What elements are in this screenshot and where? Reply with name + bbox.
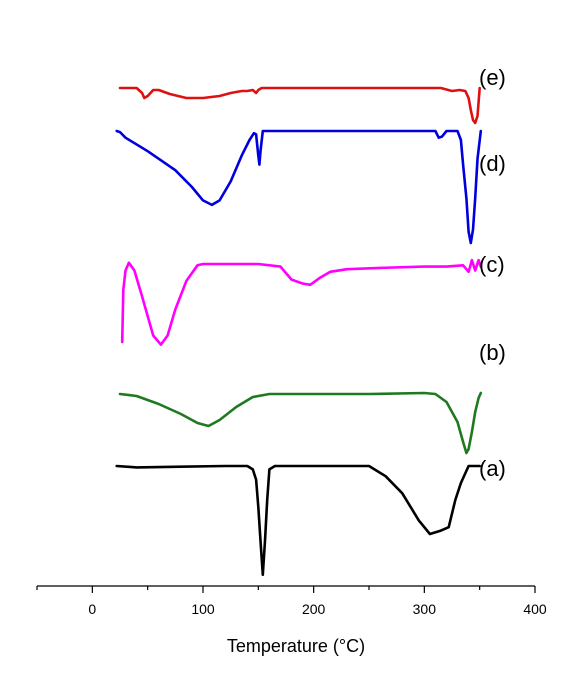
curve-b — [118, 391, 483, 455]
x-tick-label: 0 — [88, 601, 96, 617]
x-tick-label: 300 — [413, 601, 437, 617]
curve-label: (e) — [479, 65, 506, 90]
x-tick-label: 100 — [191, 601, 215, 617]
x-axis: 0 100 200 300 400 — [36, 585, 547, 617]
curve-d — [115, 129, 483, 245]
curve-label: (b) — [479, 340, 506, 365]
curve-label: (a) — [479, 456, 506, 481]
curve-e — [118, 86, 481, 125]
curve-label: (c) — [479, 252, 505, 277]
curves — [115, 86, 483, 577]
curve-c — [120, 258, 483, 346]
x-axis-ticks: 0 100 200 300 400 — [36, 586, 547, 617]
x-axis-label: Temperature (°C) — [227, 636, 365, 656]
x-tick-label: 200 — [302, 601, 326, 617]
x-tick-label: 400 — [523, 601, 547, 617]
curve-labels: (a) (b) (c) (d) (e) — [479, 65, 506, 481]
curve-a — [115, 464, 481, 577]
curve-label: (d) — [479, 151, 506, 176]
